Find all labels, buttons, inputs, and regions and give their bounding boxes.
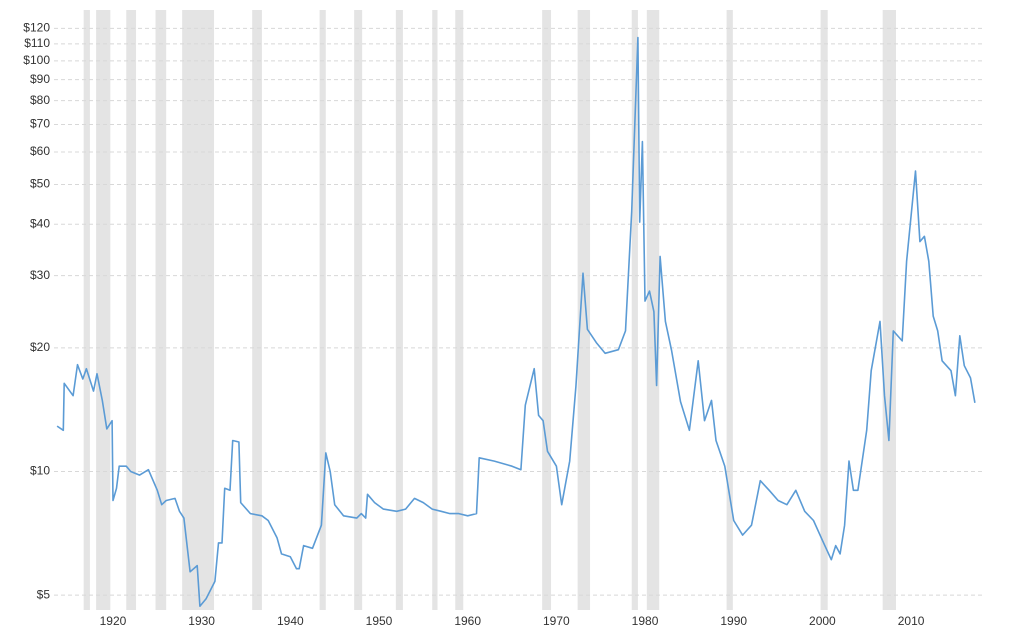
recession-band — [542, 10, 552, 610]
x-tick-label: 1990 — [720, 614, 747, 628]
x-tick-label: 1960 — [454, 614, 481, 628]
recession-band — [577, 10, 591, 610]
recession-band — [882, 10, 896, 610]
recession-band — [354, 10, 363, 610]
recession-band — [631, 10, 638, 610]
y-tick-label: $60 — [30, 144, 50, 158]
y-tick-label: $120 — [23, 21, 50, 35]
recession-band — [126, 10, 137, 610]
x-tick-label: 1930 — [188, 614, 215, 628]
recession-band — [395, 10, 403, 610]
y-tick-label: $40 — [30, 216, 50, 230]
y-tick-label: $80 — [30, 93, 50, 107]
recession-band — [726, 10, 733, 610]
y-tick-label: $50 — [30, 177, 50, 191]
y-tick-label: $90 — [30, 72, 50, 86]
x-tick-label: 1970 — [543, 614, 570, 628]
x-tick-label: 1920 — [100, 614, 127, 628]
x-tick-label: 2010 — [898, 614, 925, 628]
x-tick-label: 1950 — [366, 614, 393, 628]
recession-band — [182, 10, 215, 610]
y-tick-label: $70 — [30, 117, 50, 131]
x-tick-label: 1940 — [277, 614, 304, 628]
x-tick-label: 1980 — [632, 614, 659, 628]
price-line — [56, 36, 976, 607]
y-tick-label: $100 — [23, 53, 50, 67]
recession-band — [432, 10, 438, 610]
y-tick-label: $10 — [30, 464, 50, 478]
recession-band — [155, 10, 167, 610]
y-tick-label: $20 — [30, 340, 50, 354]
recession-band — [83, 10, 90, 610]
y-tick-label: $110 — [24, 36, 50, 50]
x-tick-label: 2000 — [809, 614, 836, 628]
recession-band — [820, 10, 828, 610]
y-tick-label: $5 — [37, 587, 51, 601]
y-tick-label: $30 — [30, 268, 50, 282]
recession-band — [455, 10, 464, 610]
recession-band — [319, 10, 326, 610]
recession-band — [252, 10, 262, 610]
recession-band — [96, 10, 111, 610]
